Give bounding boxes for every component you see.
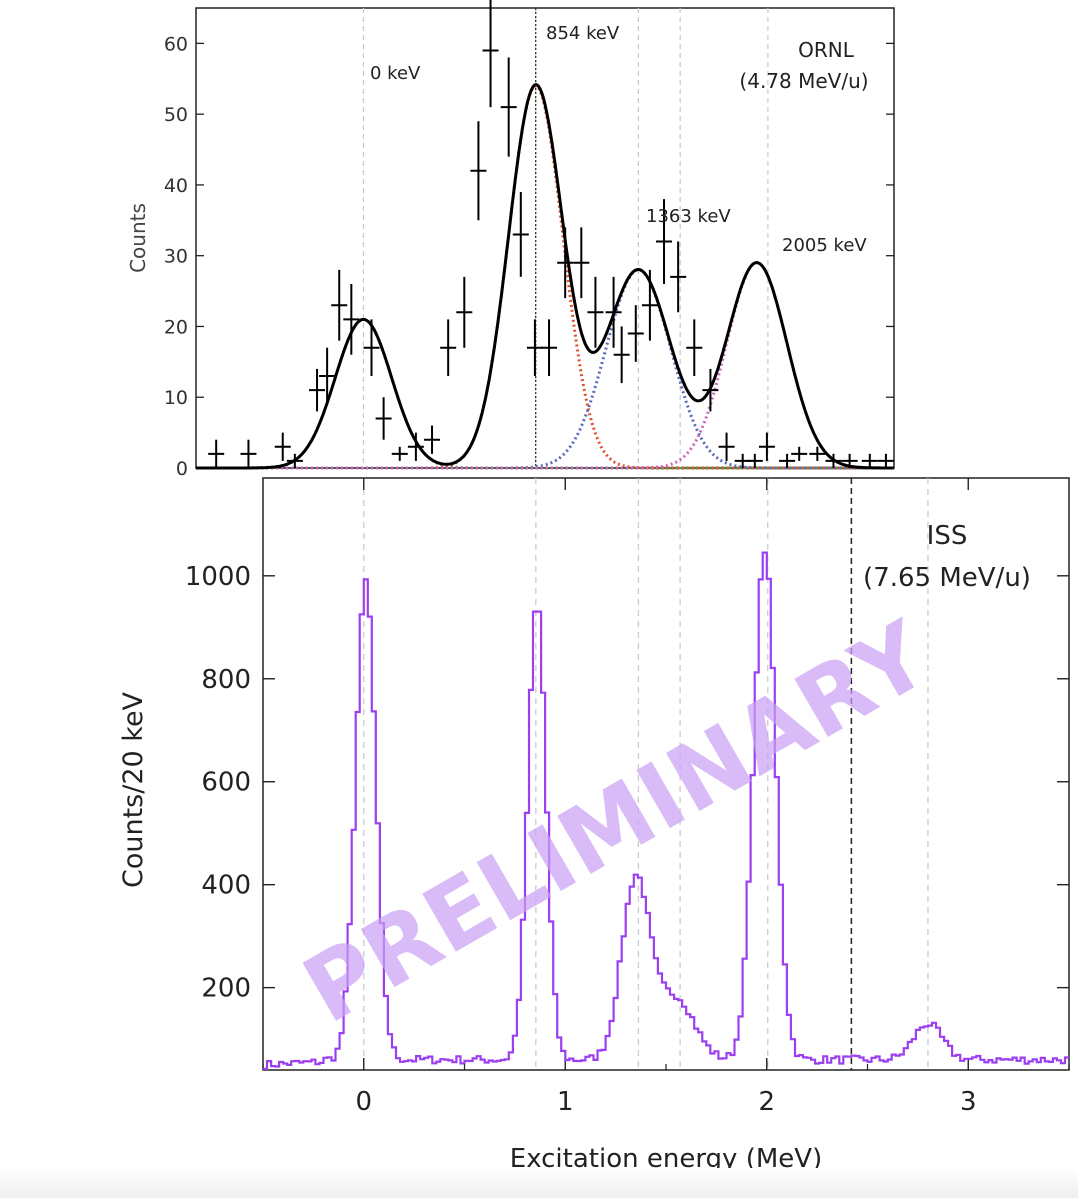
iss-x-tick-label: 1 [557,1087,574,1117]
ornl-data-point [627,305,644,362]
ornl-data-point [573,227,590,299]
ornl-data-point [809,446,826,461]
ornl-data-point [208,439,225,468]
ornl-data-point [587,276,604,348]
iss-facility-label: ISS [927,521,968,551]
ornl-data-point [482,0,499,108]
iss-plot-frame [262,477,1070,1071]
ornl-data-point [758,432,775,461]
iss-beam-energy-label: (7.65 MeV/u) [863,563,1031,593]
ornl-data-point [670,241,687,313]
ornl-data-point [861,453,878,468]
ornl-data-point [841,453,858,468]
ornl-data-point [613,326,630,384]
ornl-data-point [407,432,424,461]
ornl-data-point [319,347,336,405]
ornl-data-point [656,199,673,284]
ornl-y-tick-label: 40 [164,175,188,197]
iss-y-tick-label: 600 [201,768,251,798]
ornl-peak-label: 0 keV [370,63,421,84]
ornl-data-point [541,319,558,376]
iss-peak-lines [363,478,929,1070]
ornl-data-point [470,121,487,221]
ornl-data-points [208,0,894,468]
bottom-fade [0,1168,1078,1198]
ornl-data-point [391,446,408,461]
iss-y-tick-label: 400 [201,871,251,901]
ornl-peak-labels: 0 keV 854 keV 1363 keV 2005 keV [370,23,867,256]
ornl-data-point [424,425,441,454]
ornl-data-point [309,368,326,412]
ornl-data-point [641,269,658,341]
ornl-y-axis: 0 10 20 30 40 50 60 [164,33,894,480]
ornl-y-tick-label: 10 [164,387,188,409]
ornl-data-point [375,397,392,440]
iss-spectrum-histogram [263,551,1069,1070]
ornl-data-point [746,453,763,468]
iss-x-tick-label: 0 [355,1087,372,1117]
ornl-data-point [605,276,622,348]
ornl-plot-frame [195,7,895,469]
ornl-facility-label: ORNL [798,38,855,62]
ornl-peak-label: 2005 keV [782,235,867,256]
ornl-data-point [526,319,543,376]
ornl-data-point [718,432,735,461]
ornl-peak-label: 1363 keV [646,206,731,227]
iss-x-tick-label: 2 [758,1087,775,1117]
ornl-data-point [686,319,703,376]
ornl-data-point [331,269,348,341]
ornl-fit-total [196,82,894,470]
ornl-data-point [456,276,473,348]
ornl-data-point [240,439,257,468]
ornl-data-point [274,432,291,461]
ornl-beam-energy-label: (4.78 MeV/u) [739,69,868,93]
ornl-y-tick-label: 20 [164,316,188,338]
iss-y-axis-title: Counts/20 keV [118,691,149,888]
iss-axes: 200 400 600 800 1000 0 1 2 3 [185,478,1070,1117]
ornl-y-axis-title: Counts [126,203,150,273]
ornl-data-point [702,368,719,412]
ornl-data-point [877,453,894,468]
ornl-fit-curves [196,82,894,470]
ornl-data-point [557,227,574,299]
ornl-data-point [791,446,808,461]
ornl-y-tick-label: 30 [164,246,188,268]
ornl-data-point [500,57,517,157]
iss-y-tick-label: 1000 [185,562,251,592]
iss-y-tick-label: 200 [201,974,251,1004]
iss-x-tick-label: 3 [960,1087,977,1117]
ornl-data-point [779,453,796,468]
ornl-data-point [363,319,380,376]
ornl-y-tick-label: 0 [176,458,188,480]
ornl-data-point [512,192,529,277]
ornl-y-tick-label: 50 [164,104,188,126]
ornl-panel: 0 10 20 30 40 50 60 0 keV 854 keV 1363 keV 2005 k… [126,0,895,480]
ornl-y-tick-label: 60 [164,33,188,55]
ornl-data-point [286,453,303,468]
ornl-data-point [343,284,360,355]
ornl-data-point [440,319,457,376]
ornl-peak-label: 854 keV [546,23,620,44]
iss-y-tick-label: 800 [201,665,251,695]
ornl-data-point [825,453,842,468]
